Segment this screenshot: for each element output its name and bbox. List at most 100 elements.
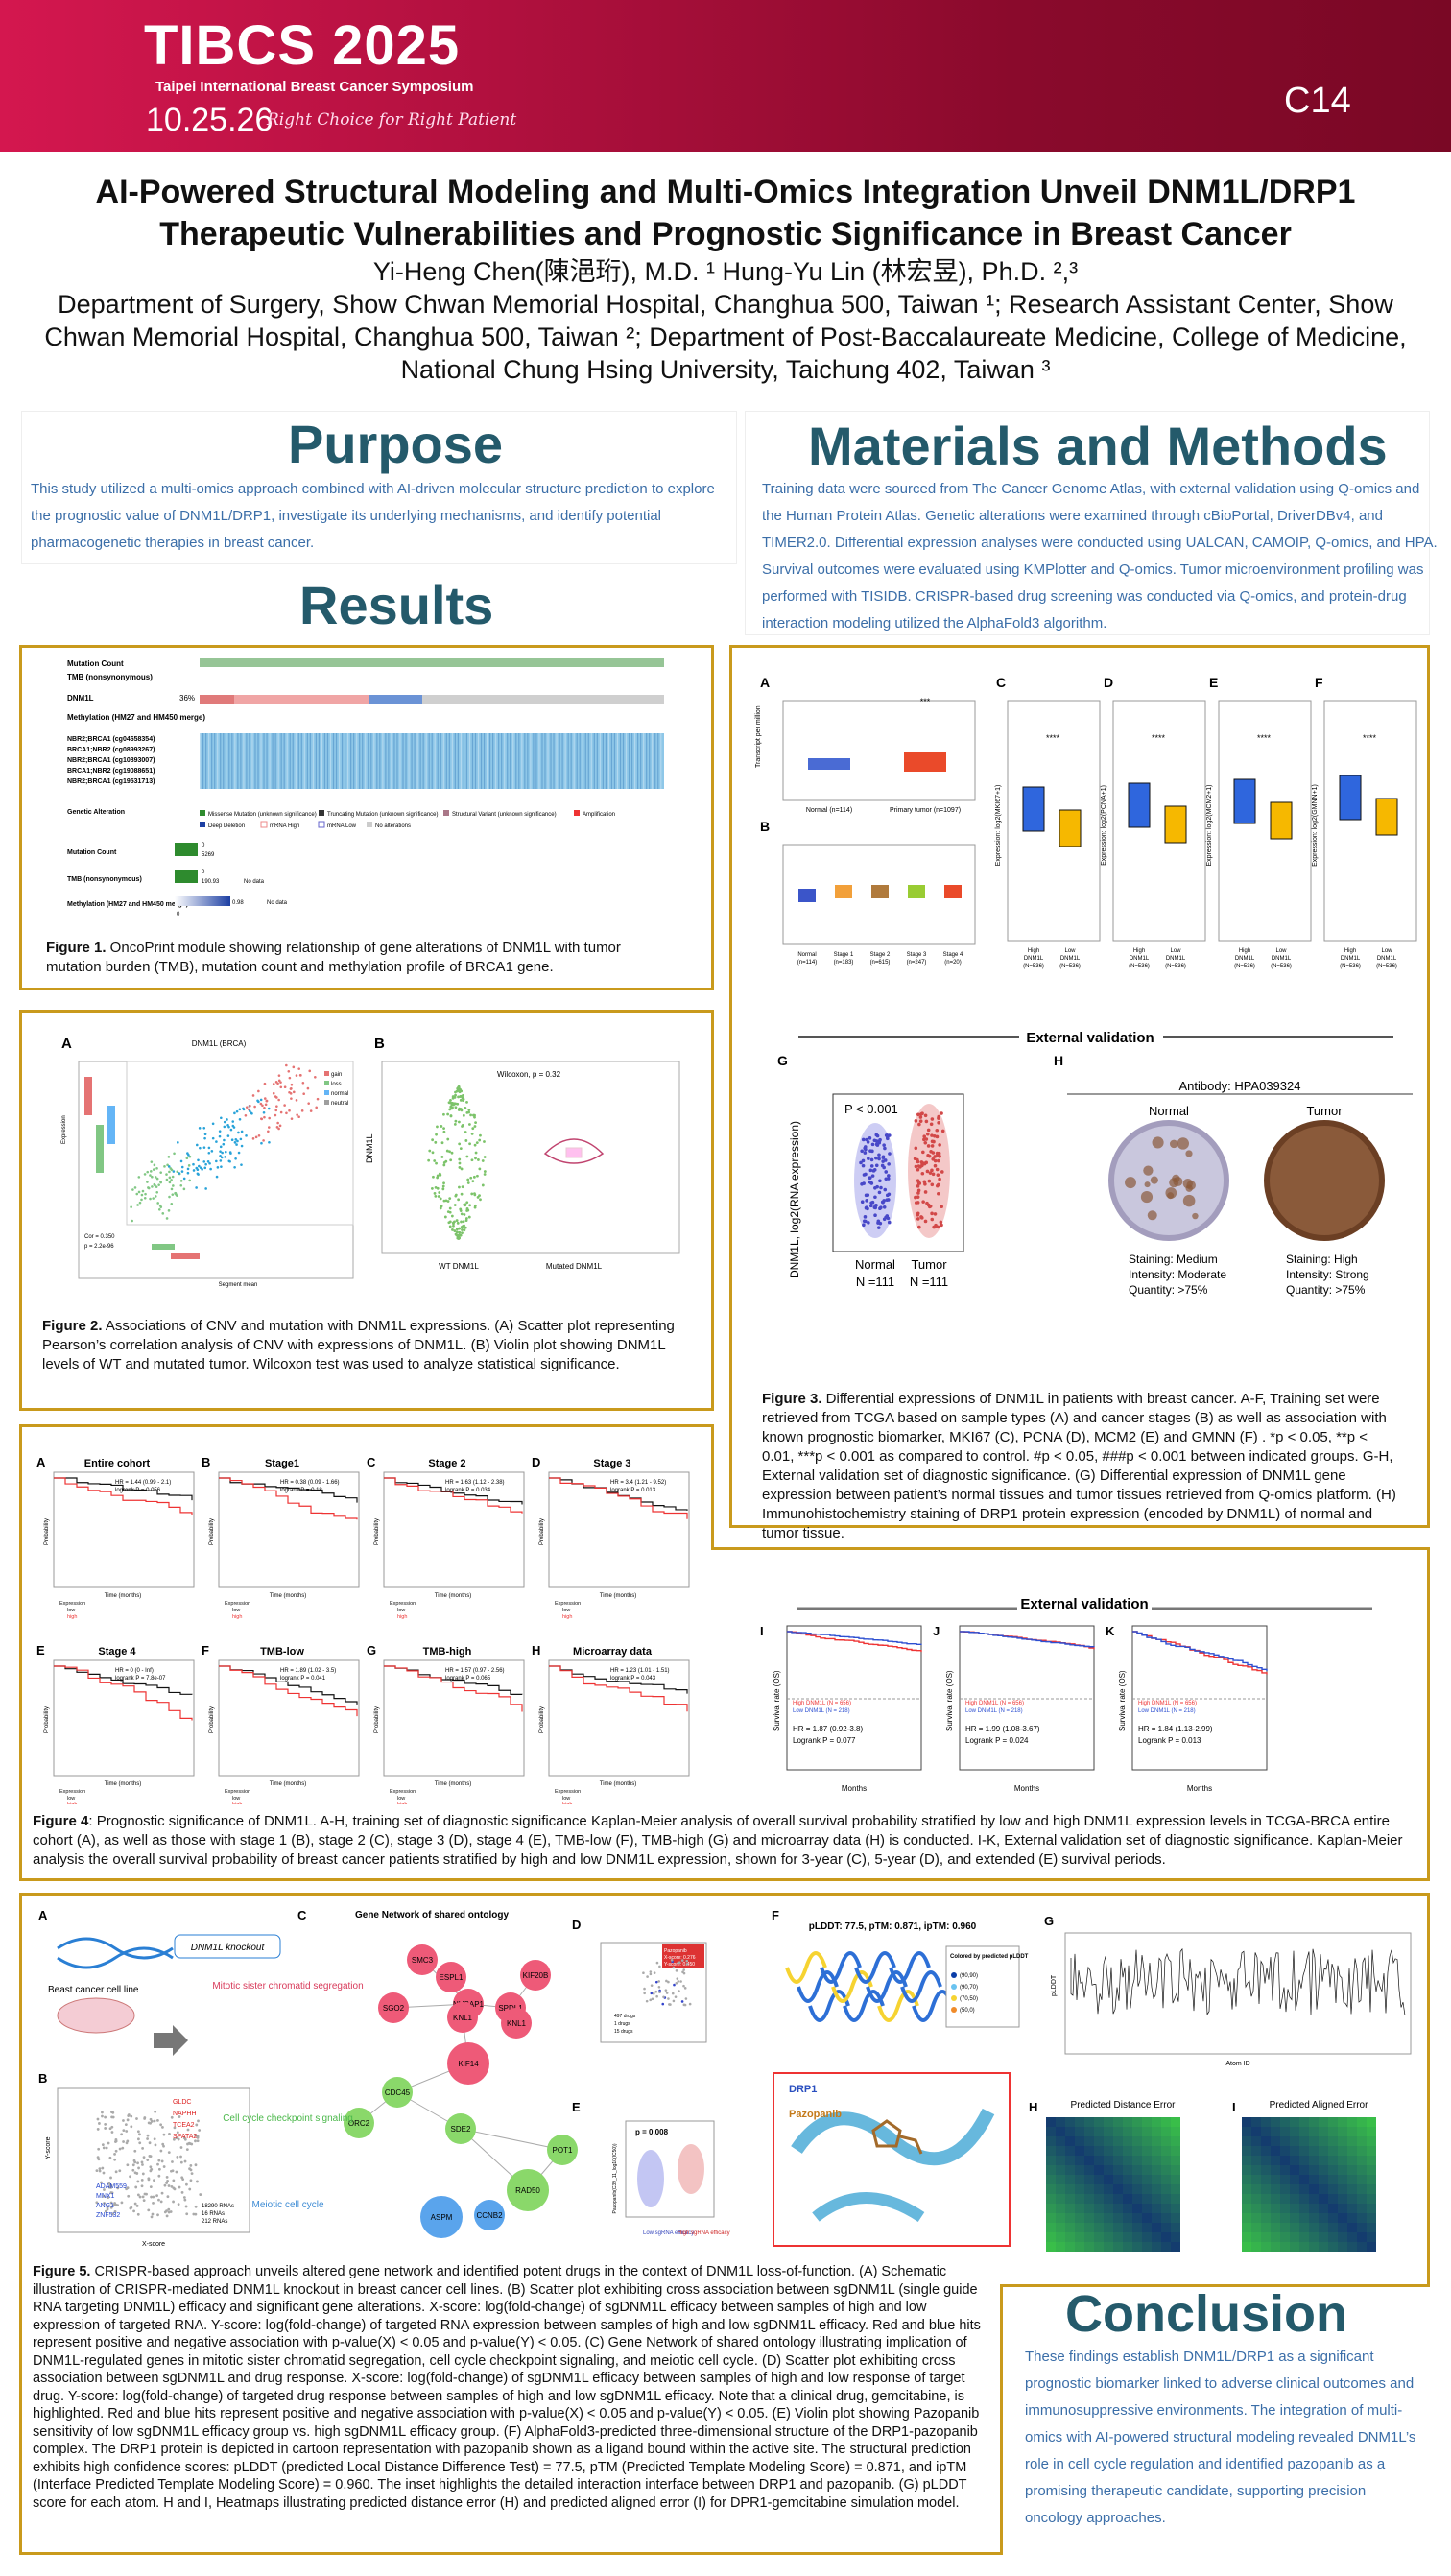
methylation-stripe [202,733,204,789]
violin-point [471,1127,475,1131]
scatter-point [156,2213,159,2217]
scatter-point [186,1171,190,1175]
scatter-point [147,2208,151,2212]
scatter-point [130,2206,133,2209]
methylation-stripe [341,733,344,789]
scatter-point [219,1145,223,1149]
network-node [447,2002,478,2033]
heatmap-cell [1299,2117,1309,2127]
scatter-point [104,2127,107,2130]
violin-point [884,1170,889,1174]
f2-panel-b: B [374,1036,385,1052]
figure4-frame-right-top [711,1547,1430,1550]
scatter-point [295,1099,298,1102]
heatmap-cell [1142,2194,1152,2204]
violin-point [864,1193,868,1198]
scatter-point [138,2141,142,2145]
figure5-frame-cut [1000,2284,1432,2563]
violin-point [459,1233,463,1237]
f1-lower-value: 5269 [202,852,215,858]
f2-violin-group: Mutated DNM1L [546,1262,603,1271]
heatmap-cell [1123,2146,1132,2156]
violin-point [878,1206,882,1210]
scatter-point [283,1104,286,1107]
scatter-point [97,2158,101,2161]
f4-p: logrank P = 0.043 [610,1676,656,1682]
scatter-point [183,2198,187,2202]
network-node [474,2200,505,2230]
box-low [1270,801,1293,840]
f4-ext-legend: High DNM1L (N = 656) [793,1701,851,1706]
scatter-point [126,2163,130,2167]
scatter-point [153,1163,156,1167]
scatter-point [268,1116,271,1120]
violin-point [454,1093,457,1097]
scatter-point [149,1170,153,1173]
violin-point [458,1107,462,1110]
scatter-point [649,1998,653,2002]
f4-panel-label: B [202,1455,210,1469]
methylation-stripe [527,733,529,789]
violin-point [881,1156,886,1160]
heatmap-cell [1338,2156,1347,2165]
violin-point [940,1129,945,1133]
violin-point [483,1170,487,1173]
scatter-point [219,1159,223,1162]
violin-point [445,1149,449,1153]
heatmap-cell [1290,2165,1299,2175]
heatmap-cell [1290,2194,1299,2204]
methylation-stripe [486,733,488,789]
violin-point [467,1109,471,1111]
scatter-point [114,2170,118,2174]
violin-point [868,1204,873,1208]
violin-point [436,1186,440,1190]
f3-ext-title: External validation [1026,1030,1154,1046]
heatmap-cell [1357,2223,1367,2232]
heatmap-cell [1104,2204,1113,2213]
scatter-point [152,2195,155,2199]
scatter-point [165,1173,168,1176]
violin-point [940,1223,943,1228]
f2-stat: Cor = 0.350 [84,1234,115,1240]
heatmap-cell [1152,2127,1161,2136]
heatmap-cell [1271,2242,1280,2252]
methylation-stripe [654,733,656,789]
methylation-stripe [489,733,491,789]
heatmap-cell [1113,2194,1123,2204]
scatter-point [134,2185,138,2189]
scatter-point [233,1111,236,1115]
heatmap-cell [1171,2204,1180,2213]
violin-point [868,1136,872,1140]
f4-legend: low [562,1608,570,1613]
scatter-point [126,2139,130,2143]
scatter-point [197,1158,200,1162]
heatmap-cell [1152,2242,1161,2252]
heatmap-cell [1319,2232,1328,2242]
f4-ext-ylabel: Survival rate (OS) [773,1670,781,1731]
violin-point [454,1194,458,1198]
methylation-stripe [524,733,526,789]
violin-point [861,1163,866,1168]
f3-a-ylabel: Transcript per million [755,705,762,768]
network-node [382,2077,413,2108]
scatter-point [277,1079,281,1083]
f5-c-node: CCNB2 [476,2211,503,2220]
violin-point [937,1191,940,1196]
heatmap-cell [1299,2223,1309,2232]
heatmap-cell [1251,2117,1261,2127]
scatter-point [250,1111,253,1115]
heatmap-cell [1242,2204,1251,2213]
scatter-point [653,1992,655,1995]
scatter-point [137,1176,141,1179]
scatter-point [148,2141,152,2145]
f5-b-gene: ANG1 [96,2203,114,2209]
f4-ext-ylabel: Survival rate (OS) [1118,1670,1127,1731]
km-frame [218,1659,360,1777]
heatmap-cell [1056,2194,1065,2204]
heatmap-cell [1261,2232,1271,2242]
heatmap-cell [1075,2146,1084,2156]
heatmap-cell [1094,2184,1104,2194]
f4-legend: low [562,1796,570,1801]
f5-f-legend: (90,90) [960,1973,978,1979]
scatter-point [178,1172,180,1175]
